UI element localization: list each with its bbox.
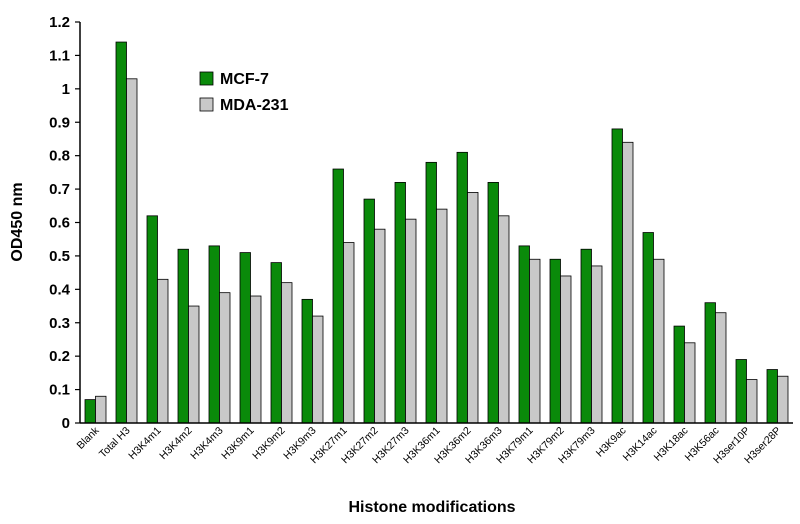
bar-mda231-h3k4m2 bbox=[188, 305, 200, 424]
x-tick-label: H3K4m1 bbox=[126, 425, 163, 462]
bar-mcf7-h3k9ac bbox=[611, 128, 623, 424]
bar-mcf7-total-h3 bbox=[115, 41, 127, 424]
bar-mcf7-h3k9m3 bbox=[301, 298, 313, 424]
bar-mda231-h3k79m1 bbox=[529, 258, 541, 424]
bar-mcf7-h3k79m2 bbox=[549, 258, 561, 424]
y-tick-label: 0.7 bbox=[49, 181, 70, 198]
bar-mcf7-h3k36m1 bbox=[425, 161, 437, 424]
y-tick-label: 1 bbox=[62, 81, 70, 98]
bar-mcf7-h3k14ac bbox=[642, 232, 654, 424]
y-tick-label: 0.3 bbox=[49, 315, 70, 332]
bar-mcf7-h3k18ac bbox=[673, 325, 685, 424]
y-axis-title: OD450 nm bbox=[9, 182, 26, 261]
bar-mda231-h3k14ac bbox=[653, 258, 665, 424]
bar-mcf7-h3k36m2 bbox=[456, 151, 468, 424]
bar-mcf7-h3ser28p bbox=[766, 369, 778, 424]
bar-mcf7-h3k79m3 bbox=[580, 248, 592, 424]
y-tick-label: 0.1 bbox=[49, 382, 70, 399]
bar-mda231-h3k79m2 bbox=[560, 275, 572, 424]
y-tick-label: 0 bbox=[62, 415, 70, 432]
bar-mcf7-h3k27m3 bbox=[394, 181, 406, 424]
legend-swatch-mcf7 bbox=[199, 71, 214, 86]
bar-mcf7-h3ser10p bbox=[735, 359, 747, 424]
bar-mda231-h3k27m3 bbox=[405, 218, 417, 424]
bar-mcf7-h3k79m1 bbox=[518, 245, 530, 424]
bar-mda231-h3ser10p bbox=[746, 379, 758, 424]
bar-mda231-h3k36m2 bbox=[467, 192, 479, 424]
x-tick-label: H3K4m2 bbox=[157, 425, 194, 462]
bar-mcf7-h3k4m1 bbox=[146, 215, 158, 424]
bar-mda231-h3k27m2 bbox=[374, 228, 386, 424]
legend-label-mda231: MDA-231 bbox=[220, 97, 289, 114]
bar-mda231-h3k27m1 bbox=[343, 242, 355, 424]
bar-mda231-h3k4m1 bbox=[157, 278, 169, 424]
bar-mda231-total-h3 bbox=[126, 78, 138, 424]
x-tick-label: Blank bbox=[75, 424, 103, 452]
x-tick-label: H3K4m3 bbox=[188, 425, 225, 462]
bar-mcf7-h3k27m1 bbox=[332, 168, 344, 424]
legend-label-mcf7: MCF-7 bbox=[220, 71, 269, 88]
x-tick-label: H3K9m2 bbox=[250, 425, 287, 462]
bar-mcf7-h3k4m2 bbox=[177, 248, 189, 424]
bar-mda231-h3k79m3 bbox=[591, 265, 603, 424]
y-tick-label: 1.2 bbox=[49, 14, 70, 31]
bar-mda231-h3k9m1 bbox=[250, 295, 262, 424]
bar-mcf7-h3k27m2 bbox=[363, 198, 375, 424]
bar-mda231-h3k4m3 bbox=[219, 292, 231, 424]
legend-swatch-mda231 bbox=[199, 97, 214, 112]
bar-mcf7-h3k9m2 bbox=[270, 262, 282, 424]
bar-mda231-h3ser28p bbox=[777, 375, 789, 424]
legend: MCF-7 MDA-231 bbox=[199, 71, 289, 114]
bar-mcf7-h3k56ac bbox=[704, 302, 716, 424]
bar-mda231-h3k18ac bbox=[684, 342, 696, 424]
bar-mda231-blank bbox=[95, 395, 107, 424]
bar-mcf7-blank bbox=[84, 399, 96, 424]
bars bbox=[84, 41, 789, 424]
x-tick-label: H3K9m1 bbox=[219, 425, 256, 462]
y-tick-label: 0.2 bbox=[49, 348, 70, 365]
bar-mda231-h3k56ac bbox=[715, 312, 727, 424]
bar-mcf7-h3k9m1 bbox=[239, 252, 251, 424]
y-tick-label: 1.1 bbox=[49, 47, 70, 64]
y-tick-label: 0.5 bbox=[49, 248, 70, 265]
bar-mda231-h3k9ac bbox=[622, 141, 634, 424]
bar-mcf7-h3k36m3 bbox=[487, 181, 499, 424]
bar-mda231-h3k36m3 bbox=[498, 215, 510, 424]
bar-mda231-h3k9m2 bbox=[281, 282, 293, 424]
y-axis-ticks: 0 0.1 0.2 0.3 0.4 0.5 0.6 0.7 0.8 0.9 1 1.1 1.2 bbox=[49, 14, 80, 432]
x-axis-title: Histone modifications bbox=[348, 499, 515, 516]
y-tick-label: 0.6 bbox=[49, 215, 70, 232]
y-tick-label: 0.4 bbox=[49, 281, 71, 298]
bar-mda231-h3k9m3 bbox=[312, 315, 324, 424]
bar-mda231-h3k36m1 bbox=[436, 208, 448, 424]
y-tick-label: 0.8 bbox=[49, 148, 70, 165]
bar-mcf7-h3k4m3 bbox=[208, 245, 220, 424]
y-tick-label: 0.9 bbox=[49, 114, 70, 131]
